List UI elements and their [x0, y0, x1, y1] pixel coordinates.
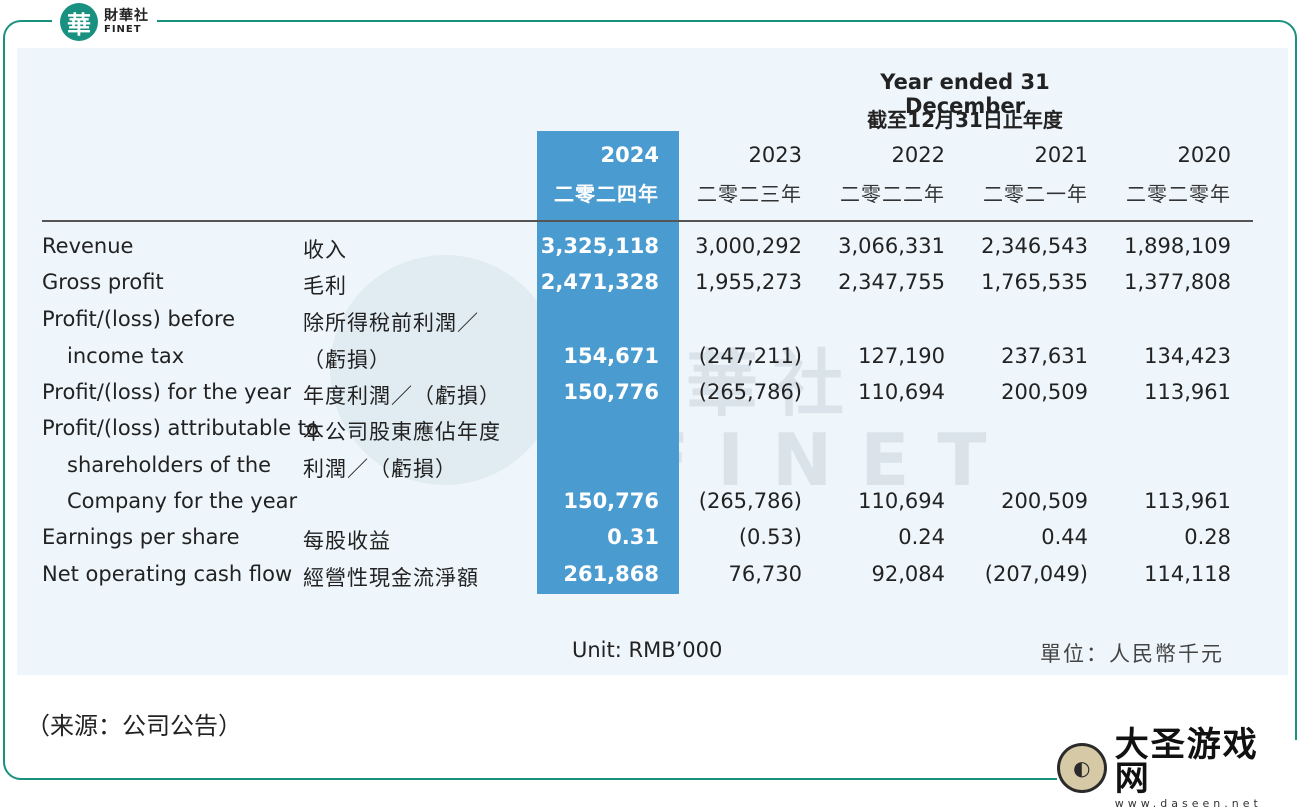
- row-label-en: shareholders of the: [67, 452, 272, 477]
- badge-logo-icon: ◐: [1057, 743, 1107, 793]
- table-cell-value: (265,786): [698, 380, 802, 404]
- watermark-en: FINET: [640, 418, 1015, 502]
- year-header-cn-2022: 二零二二年: [840, 182, 945, 206]
- row-label-en: Revenue: [42, 234, 134, 258]
- row-label-en: Gross profit: [42, 270, 164, 294]
- year-header-2020: 2020: [1177, 143, 1231, 167]
- header-title-en: Year ended 31 December: [880, 70, 1050, 118]
- table-cell-value: 76,730: [728, 562, 802, 586]
- table-cell-value: 114,118: [1144, 562, 1231, 586]
- logo-en-text: FINET: [104, 24, 142, 35]
- table-cell-value: 3,325,118: [540, 234, 659, 258]
- table-cell-value: 113,961: [1144, 380, 1231, 404]
- row-label-cn: 毛利: [303, 274, 347, 298]
- row-label-en: Profit/(loss) for the year: [42, 380, 292, 404]
- year-header-cn-2020: 二零二零年: [1126, 182, 1231, 206]
- table-cell-value: 150,776: [563, 380, 659, 404]
- table-cell-value: 1,377,808: [1124, 270, 1231, 294]
- row-label-en: Net operating cash flow: [42, 562, 293, 586]
- row-label-cn: 每股收益: [303, 529, 391, 553]
- watermark-circle-icon: [330, 255, 560, 485]
- card-frame: [3, 20, 1297, 780]
- table-cell-value: 1,955,273: [695, 270, 802, 294]
- table-cell-value: 113,961: [1144, 489, 1231, 513]
- row-label-en: Company for the year: [67, 489, 298, 513]
- row-label-cn: 利潤／（虧損）: [303, 456, 457, 481]
- table-cell-value: (0.53): [738, 525, 802, 549]
- table-cell-value: 1,765,535: [981, 270, 1088, 294]
- row-label-en: Profit/(loss) before: [42, 307, 236, 331]
- table-cell-value: 261,868: [563, 562, 659, 586]
- table-cell-value: 3,066,331: [838, 234, 945, 258]
- header-rule: [42, 220, 1253, 222]
- row-label-en: income tax: [67, 343, 185, 368]
- table-cell-value: 150,776: [563, 489, 659, 513]
- table-cell-value: 110,694: [858, 489, 945, 513]
- unit-label-cn: 單位：人民幣千元: [1040, 642, 1224, 666]
- table-cell-value: 154,671: [563, 343, 659, 368]
- row-label-en: Earnings per share: [42, 525, 240, 549]
- table-cell-value: 0.44: [1041, 525, 1088, 549]
- row-label-en: Profit/(loss) attributable to: [42, 416, 319, 440]
- logo-mark-icon: 華: [60, 3, 98, 41]
- table-cell-value: 0.31: [607, 525, 659, 549]
- table-cell-value: 0.24: [898, 525, 945, 549]
- year-header-cn-2023: 二零二三年: [697, 182, 802, 206]
- table-cell-value: 237,631: [1001, 343, 1088, 368]
- row-label-cn: （虧損）: [303, 347, 391, 372]
- row-label-cn: 年度利潤／（虧損）: [303, 384, 501, 408]
- table-cell-value: 200,509: [1001, 380, 1088, 404]
- table-cell-value: 2,346,543: [981, 234, 1088, 258]
- year-header-cn-2024: 二零二四年: [554, 182, 659, 206]
- table-cell-value: (247,211): [698, 343, 802, 368]
- badge-site-url: www.daseen.net: [1114, 796, 1262, 810]
- badge-site-name: 大圣游戏网: [1114, 724, 1259, 799]
- finet-logo: 華 財華社 FINET: [52, 0, 157, 44]
- site-badge: ◐ 大圣游戏网 www.daseen.net: [1057, 728, 1302, 809]
- table-cell-value: (265,786): [698, 489, 802, 513]
- logo-cn-text: 財華社: [104, 8, 149, 24]
- row-label-cn: 收入: [303, 238, 347, 262]
- table-cell-value: 2,347,755: [838, 270, 945, 294]
- highlight-column-2024: [537, 131, 679, 594]
- source-note: （来源：公司公告）: [26, 712, 242, 740]
- table-cell-value: 3,000,292: [695, 234, 802, 258]
- row-label-cn: 除所得稅前利潤／: [303, 311, 479, 335]
- table-cell-value: 1,898,109: [1124, 234, 1231, 258]
- table-cell-value: 200,509: [1001, 489, 1088, 513]
- header-title-cn: 截至12月31日止年度: [867, 108, 1063, 132]
- year-header-cn-2021: 二零二一年: [983, 182, 1088, 206]
- table-cell-value: 134,423: [1144, 343, 1231, 368]
- year-header-2021: 2021: [1034, 143, 1088, 167]
- row-label-cn: 本公司股東應佔年度: [303, 420, 501, 444]
- table-cell-value: (207,049): [984, 562, 1088, 586]
- table-cell-value: 0.28: [1184, 525, 1231, 549]
- unit-label-en: Unit: RMB’000: [572, 638, 723, 662]
- year-header-2023: 2023: [748, 143, 802, 167]
- year-header-2022: 2022: [891, 143, 945, 167]
- year-header-2024: 2024: [600, 143, 659, 167]
- table-cell-value: 110,694: [858, 380, 945, 404]
- table-cell-value: 92,084: [871, 562, 945, 586]
- row-label-cn: 經營性現金流淨額: [303, 566, 479, 590]
- table-cell-value: 127,190: [858, 343, 945, 368]
- table-cell-value: 2,471,328: [540, 270, 659, 294]
